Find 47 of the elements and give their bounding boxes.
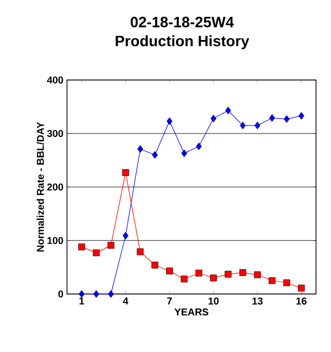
point [122,232,128,240]
x-tick-label: 13 [252,298,263,305]
point [78,244,86,250]
point [166,117,172,125]
x-tick-label: 7 [167,298,172,304]
point [224,270,232,278]
point [239,269,246,276]
point [254,271,261,278]
point [78,290,85,298]
point [298,284,305,292]
point [92,249,100,256]
chart-subtitle: Production History [116,35,250,50]
point [254,122,260,130]
chart-title: 02-18-18-25W4 [130,16,234,28]
point [93,290,100,298]
point [240,122,246,130]
point [181,150,188,158]
x-tick-label: 1 [80,298,84,304]
point [151,262,158,268]
point [269,114,275,122]
point [210,114,216,122]
x-tick-label: 4 [122,298,128,304]
point [152,151,158,159]
point [108,290,114,298]
point [268,277,276,284]
y-tick-label: 100 [47,236,64,244]
point [225,106,232,114]
point [283,279,290,286]
point [180,276,188,282]
point [108,242,114,249]
point [196,142,202,150]
point [195,270,202,277]
point [122,169,129,176]
point [136,248,144,256]
y-tick-label: 200 [47,183,64,191]
y-tick-label: 0 [58,290,64,298]
y-axis-title: Normalized Rate - BBL/DAY [36,122,44,252]
point [166,268,173,274]
y-tick-label: 400 [47,76,64,84]
x-tick-label: 10 [208,298,219,305]
x-axis-title: YEARS [174,308,208,316]
point [298,112,304,120]
point [137,145,144,153]
point [210,274,217,282]
point [284,115,290,123]
x-tick-label: 16 [296,298,307,305]
y-tick-label: 300 [47,130,64,138]
